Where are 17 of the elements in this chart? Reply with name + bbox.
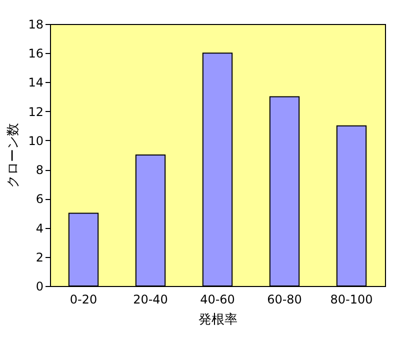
x-tick-label: 80-100 xyxy=(330,292,373,306)
y-axis-title: クローン数 xyxy=(6,123,22,188)
y-tick-label: 8 xyxy=(36,163,44,178)
x-tick-label: 20-40 xyxy=(133,292,168,306)
x-axis-title: 発根率 xyxy=(198,312,238,328)
y-tick-label: 6 xyxy=(36,192,44,206)
y-tick-label: 14 xyxy=(28,76,44,90)
y-tick-label: 12 xyxy=(28,104,44,119)
x-tick-label: 0-20 xyxy=(70,292,98,306)
x-tick-label: 40-60 xyxy=(200,292,235,306)
y-tick-label: 2 xyxy=(36,250,44,264)
y-tick-label: 18 xyxy=(28,18,44,32)
y-tick-label: 16 xyxy=(28,46,44,61)
y-tick-label: 0 xyxy=(36,280,44,294)
y-tick-label: 10 xyxy=(28,134,44,148)
x-tick-label: 60-80 xyxy=(267,292,302,306)
y-tick-label: 4 xyxy=(36,221,44,236)
